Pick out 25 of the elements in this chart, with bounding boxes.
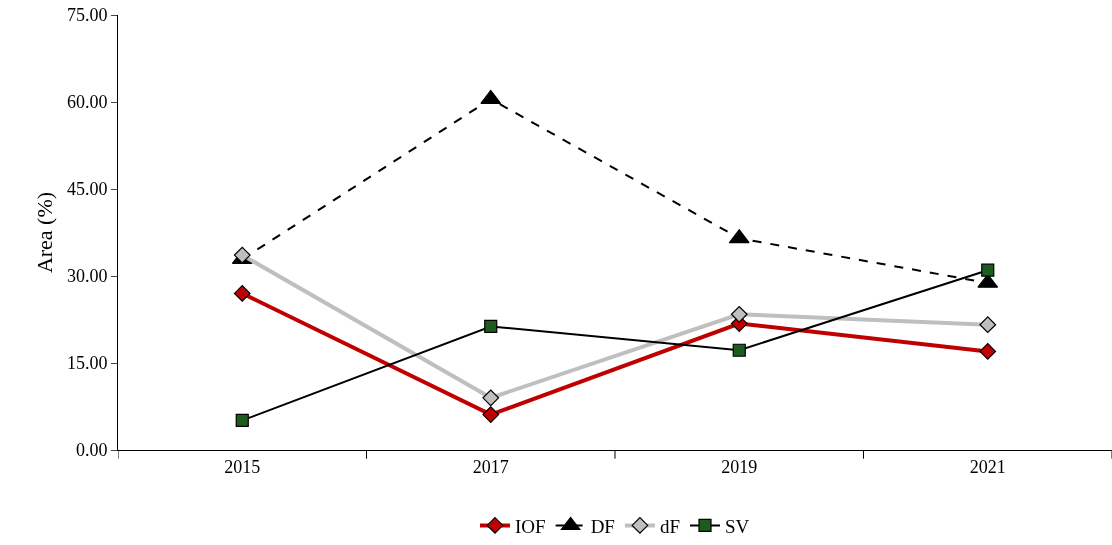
legend-label: SV bbox=[725, 515, 750, 537]
y-tick-label: 15.00 bbox=[66, 353, 108, 374]
y-tick-label: 30.00 bbox=[66, 266, 108, 287]
point bbox=[482, 406, 500, 424]
y-tick-label: 60.00 bbox=[66, 92, 108, 113]
point bbox=[484, 319, 498, 334]
point bbox=[979, 343, 997, 360]
point bbox=[730, 305, 748, 323]
x-tick-label: 2015 bbox=[224, 456, 261, 477]
y-tick-label: 0.00 bbox=[75, 440, 108, 461]
point bbox=[233, 285, 251, 302]
point bbox=[979, 316, 997, 334]
point bbox=[732, 343, 746, 357]
y-axis-title: Area (%) bbox=[31, 191, 57, 274]
y-tick-label: 45.00 bbox=[66, 179, 108, 200]
legend-label: dF bbox=[659, 515, 680, 537]
y-tick-label: 75.00 bbox=[66, 5, 108, 26]
point bbox=[981, 263, 995, 277]
x-tick-label: 2019 bbox=[721, 456, 758, 477]
point bbox=[482, 389, 500, 407]
legend-label: IOF bbox=[515, 515, 546, 537]
x-tick-label: 2017 bbox=[472, 456, 509, 477]
legend-label: DF bbox=[590, 515, 615, 537]
point bbox=[235, 413, 249, 428]
x-tick-label: 2021 bbox=[969, 456, 1006, 477]
